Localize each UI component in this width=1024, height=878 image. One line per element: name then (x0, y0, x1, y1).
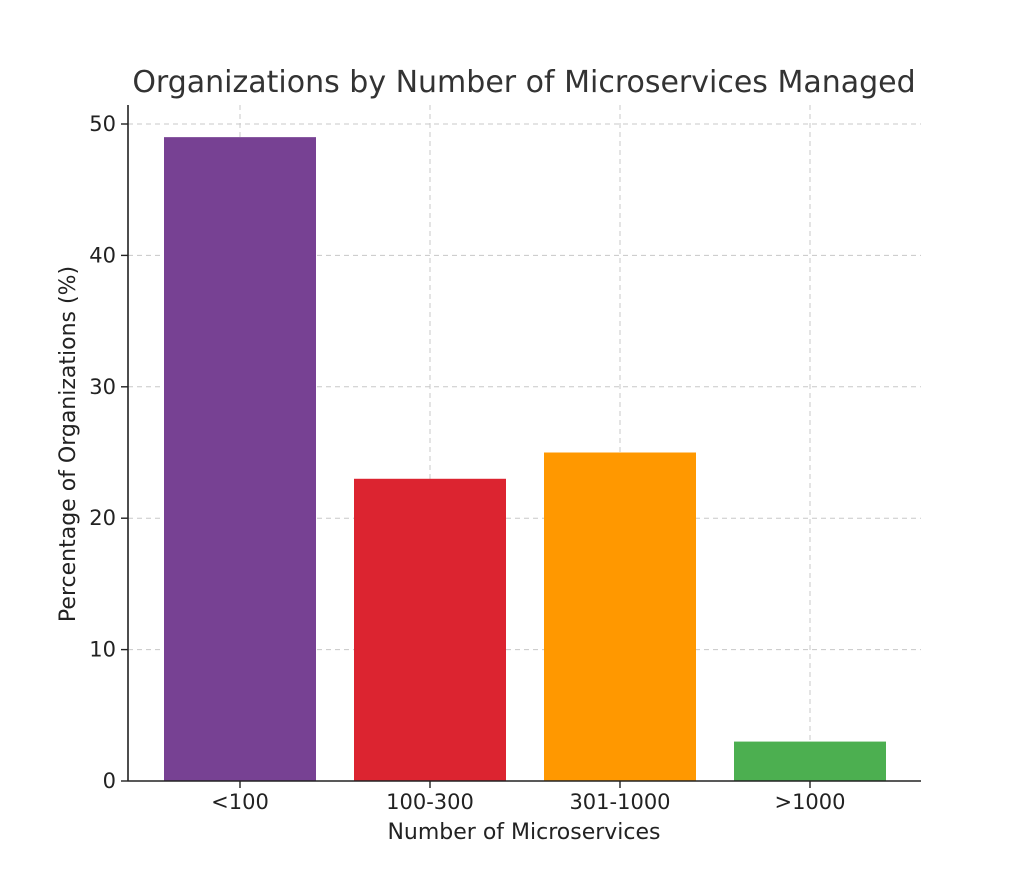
x-tick-label: 100-300 (386, 790, 474, 814)
y-tick-label: 10 (89, 638, 116, 662)
bar (734, 741, 886, 781)
y-tick-label: 0 (103, 769, 116, 793)
y-tick-label: 50 (89, 112, 116, 136)
bar (544, 452, 696, 781)
bar (164, 137, 316, 781)
bar (354, 478, 506, 781)
grid (128, 105, 921, 781)
y-tick-label: 20 (89, 506, 116, 530)
x-tick-label: >1000 (774, 790, 845, 814)
x-tick-label: 301-1000 (569, 790, 670, 814)
x-tick-label: <100 (211, 790, 269, 814)
x-axis-label: Number of Microservices (387, 820, 660, 845)
y-axis-label: Percentage of Organizations (%) (56, 266, 81, 622)
bars (164, 137, 886, 781)
y-ticks: 0 10 20 30 40 50 (89, 112, 128, 793)
chart-title: Organizations by Number of Microservices… (132, 65, 915, 100)
axes (127, 105, 921, 782)
y-tick-label: 40 (89, 243, 116, 267)
y-tick-label: 30 (89, 375, 116, 399)
x-ticks: <100 100-300 301-1000 >1000 (211, 781, 846, 814)
